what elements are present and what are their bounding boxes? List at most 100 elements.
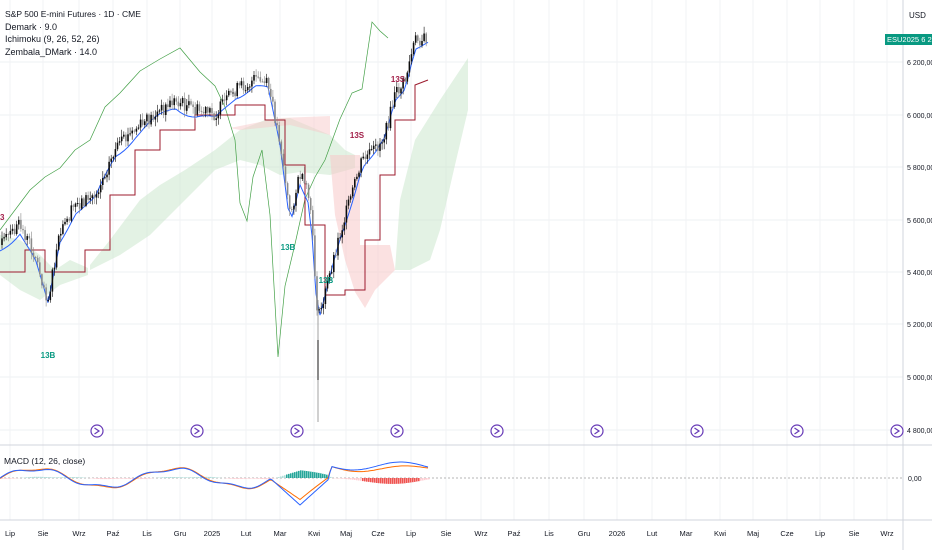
candle-body (389, 106, 392, 129)
session-break-icon[interactable] (890, 424, 904, 438)
macd-histogram-bar (78, 477, 80, 478)
candle-body (362, 156, 364, 159)
macd-histogram-bar (398, 478, 400, 484)
macd-histogram-bar (232, 478, 234, 479)
candle-body (341, 230, 343, 238)
candle-body (240, 81, 243, 86)
indicator-demark[interactable]: Demark · 9.0 (5, 21, 58, 32)
macd-histogram-bar (404, 478, 406, 484)
session-break-icon[interactable] (690, 424, 704, 438)
candle-body (148, 114, 150, 125)
macd-histogram-bar (102, 478, 104, 480)
macd-histogram-bar (176, 477, 178, 478)
candle-body (307, 184, 310, 199)
macd-histogram-bar (424, 478, 426, 481)
candle-body (198, 104, 201, 111)
candle-body (408, 61, 411, 73)
session-break-icon[interactable] (490, 424, 504, 438)
macd-histogram-bar (340, 478, 342, 479)
session-icon-arrow (694, 427, 701, 435)
candle-body (78, 203, 81, 209)
macd-histogram-bar (178, 477, 180, 478)
macd-histogram-bar (272, 478, 274, 479)
macd-histogram-bar (168, 477, 170, 478)
macd-histogram-bar (196, 477, 198, 478)
session-break-icon[interactable] (90, 424, 104, 438)
candle-body (3, 237, 5, 239)
candle-body (251, 80, 253, 87)
candle-body (368, 149, 371, 155)
macd-histogram-bar (188, 477, 190, 478)
candle-body (146, 114, 148, 122)
last-price-value: 6 278,25 (921, 35, 932, 44)
candle-body (349, 196, 352, 200)
candle-body (150, 114, 152, 125)
time-axis-label: Lip (5, 529, 15, 538)
candle-body (272, 96, 274, 102)
macd-histogram-bar (132, 478, 134, 479)
macd-histogram-bar (184, 477, 186, 478)
session-break-icon[interactable] (390, 424, 404, 438)
macd-histogram-bar (380, 478, 382, 484)
macd-histogram-bar (288, 473, 290, 478)
session-break-icon[interactable] (190, 424, 204, 438)
session-icon-arrow (194, 427, 201, 435)
session-icon-circle (690, 424, 704, 438)
macd-histogram-bar (426, 478, 428, 480)
macd-histogram-bar (28, 477, 30, 478)
macd-histogram-bar (170, 477, 172, 478)
macd-histogram-bar (74, 477, 76, 478)
candle-body (22, 228, 24, 231)
candle-body (160, 104, 163, 111)
macd-histogram-bar (318, 472, 320, 478)
candle-body (20, 219, 22, 229)
time-axis-label: Cze (780, 529, 793, 538)
candle-body (219, 101, 222, 115)
time-axis-label: Wrz (880, 529, 893, 538)
macd-histogram-bar (240, 478, 242, 479)
time-axis-label: Lip (815, 529, 825, 538)
candle-body (339, 237, 341, 239)
macd-histogram-bar (326, 474, 328, 478)
macd-histogram-bar (372, 478, 374, 483)
indicator-zembala[interactable]: Zembala_DMark · 14.0 (5, 46, 98, 57)
indicator-ichimoku[interactable]: Ichimoku (9, 26, 52, 26) (5, 34, 100, 44)
session-icon-circle (90, 424, 104, 438)
candle-body (68, 218, 70, 221)
macd-histogram-bar (408, 478, 410, 483)
price-axis-label: 4 800,00 (907, 428, 932, 435)
macd-histogram-bar (8, 478, 10, 479)
macd-histogram-bar (94, 478, 96, 479)
candle-body (127, 134, 129, 142)
candle-body (244, 90, 247, 92)
session-break-icon[interactable] (590, 424, 604, 438)
candle-body (116, 142, 119, 150)
candle-body (326, 280, 329, 289)
macd-histogram-bar (286, 474, 288, 478)
candle-body (26, 236, 28, 240)
macd-histogram-bar (264, 478, 266, 480)
macd-signal-line (0, 465, 429, 501)
macd-histogram-bar (104, 478, 106, 480)
macd-histogram-bar (296, 471, 298, 478)
macd-histogram-bar (72, 477, 74, 478)
candle-body (74, 203, 77, 207)
candle-body (370, 149, 373, 151)
session-break-icon[interactable] (790, 424, 804, 438)
candle-body (28, 236, 31, 239)
macd-histogram-bar (14, 478, 16, 479)
session-break-icon[interactable] (290, 424, 304, 438)
td-marker: 13S (391, 75, 406, 84)
price-axis-label: 5 400,00 (907, 270, 932, 277)
macd-histogram-bar (40, 476, 42, 478)
candle-body (13, 228, 16, 234)
cloud-bear-2 (330, 155, 395, 308)
macd-histogram-bar (198, 477, 200, 478)
candle-body (301, 173, 304, 179)
macd-histogram-bar (26, 477, 28, 478)
macd-histogram-bar (98, 478, 100, 479)
candle-body (246, 87, 249, 91)
symbol-title[interactable]: S&P 500 E-mini Futures · 1D · CME (5, 9, 141, 19)
macd-legend[interactable]: MACD (12, 26, close) (4, 456, 86, 466)
